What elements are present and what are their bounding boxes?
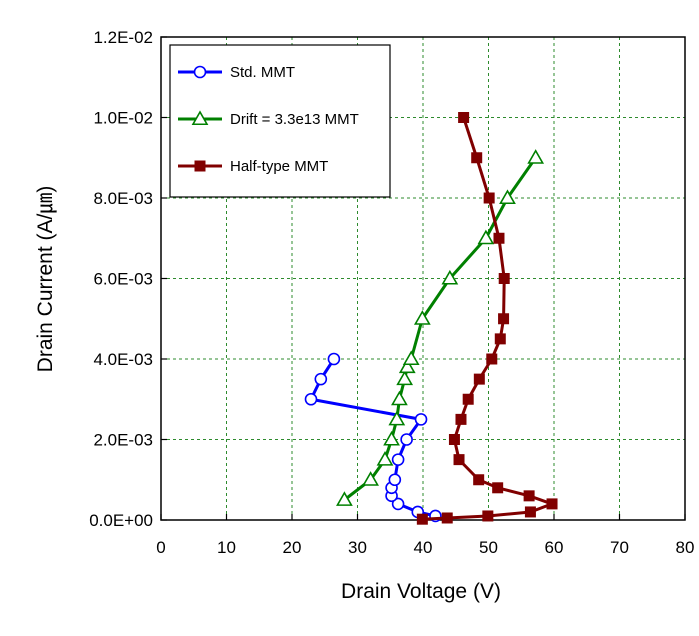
y-tick-label: 1.2E-02 <box>93 28 153 47</box>
data-point <box>362 471 379 486</box>
data-point <box>376 451 394 466</box>
x-tick-label: 20 <box>283 538 302 557</box>
y-tick-label: 6.0E-03 <box>93 270 153 289</box>
y-tick-label: 1.0E-02 <box>93 109 153 128</box>
data-point <box>336 491 353 506</box>
y-axis-title: Drain Current (A/㎛) <box>34 186 58 373</box>
legend-marker <box>194 160 206 172</box>
legend-box <box>169 44 391 198</box>
data-point <box>391 497 405 511</box>
data-point <box>453 454 465 466</box>
legend-label: Std. MMT <box>230 64 295 81</box>
data-point <box>527 149 545 164</box>
data-point <box>400 433 413 446</box>
data-point <box>494 333 506 345</box>
data-point <box>455 413 467 425</box>
data-point <box>458 112 470 123</box>
data-point <box>416 513 428 525</box>
legend-marker <box>193 65 207 79</box>
x-tick-label: 30 <box>348 538 367 557</box>
x-axis-ticks: 0 10 20 30 40 50 60 70 80 <box>156 514 694 557</box>
data-point <box>383 430 400 446</box>
data-point <box>413 310 431 325</box>
y-axis-ticks: 0.0E+00 2.0E-03 4.0E-03 6.0E-03 8.0E-03 1.0E-… <box>89 28 167 530</box>
x-tick-label: 40 <box>414 538 433 557</box>
data-point <box>492 482 504 494</box>
x-tick-label: 50 <box>479 538 498 557</box>
data-point <box>498 273 510 284</box>
series-line <box>309 358 436 518</box>
data-point <box>391 453 405 466</box>
y-tick-label: 4.0E-03 <box>93 350 153 369</box>
data-point <box>524 506 536 518</box>
data-point <box>391 390 408 406</box>
data-point <box>523 490 535 502</box>
data-point <box>414 413 428 426</box>
x-tick-label: 0 <box>156 538 165 557</box>
data-point <box>477 229 495 245</box>
data-point <box>462 393 474 405</box>
legend: Std. MMT Drift = 3.3e13 MMT Half-type MMT <box>169 44 391 198</box>
x-tick-label: 60 <box>545 538 564 557</box>
data-point <box>482 510 494 522</box>
series-layer <box>304 112 558 525</box>
data-point <box>546 498 558 510</box>
series-2 <box>336 149 545 506</box>
x-tick-label: 80 <box>676 538 695 557</box>
data-point <box>388 473 402 487</box>
data-point <box>448 434 460 445</box>
series-1 <box>304 352 442 523</box>
x-tick-label: 70 <box>610 538 629 557</box>
data-point <box>398 358 416 374</box>
x-tick-label: 10 <box>217 538 236 557</box>
legend-label: Drift = 3.3e13 MMT <box>230 111 359 128</box>
data-point <box>396 370 414 386</box>
data-point <box>498 313 510 325</box>
data-point <box>402 350 420 366</box>
series-3 <box>416 112 558 525</box>
series-line <box>343 156 537 502</box>
series-line <box>422 117 554 521</box>
data-point <box>486 353 498 365</box>
legend-marker <box>191 110 209 126</box>
data-point <box>473 474 485 486</box>
y-tick-label: 2.0E-03 <box>93 431 153 450</box>
data-point <box>388 410 406 426</box>
data-point <box>327 352 341 366</box>
data-point <box>471 152 483 164</box>
data-point <box>473 373 485 385</box>
data-point <box>314 372 328 386</box>
legend-label: Half-type MMT <box>230 158 328 175</box>
x-axis-title: Drain Voltage (V) <box>341 580 501 603</box>
y-tick-label: 8.0E-03 <box>93 189 153 208</box>
data-point <box>441 269 459 285</box>
data-point <box>499 189 516 205</box>
data-point <box>493 232 505 244</box>
data-point <box>304 392 318 406</box>
data-point <box>441 512 453 524</box>
y-tick-label: 0.0E+00 <box>89 511 153 530</box>
data-point <box>483 192 495 204</box>
